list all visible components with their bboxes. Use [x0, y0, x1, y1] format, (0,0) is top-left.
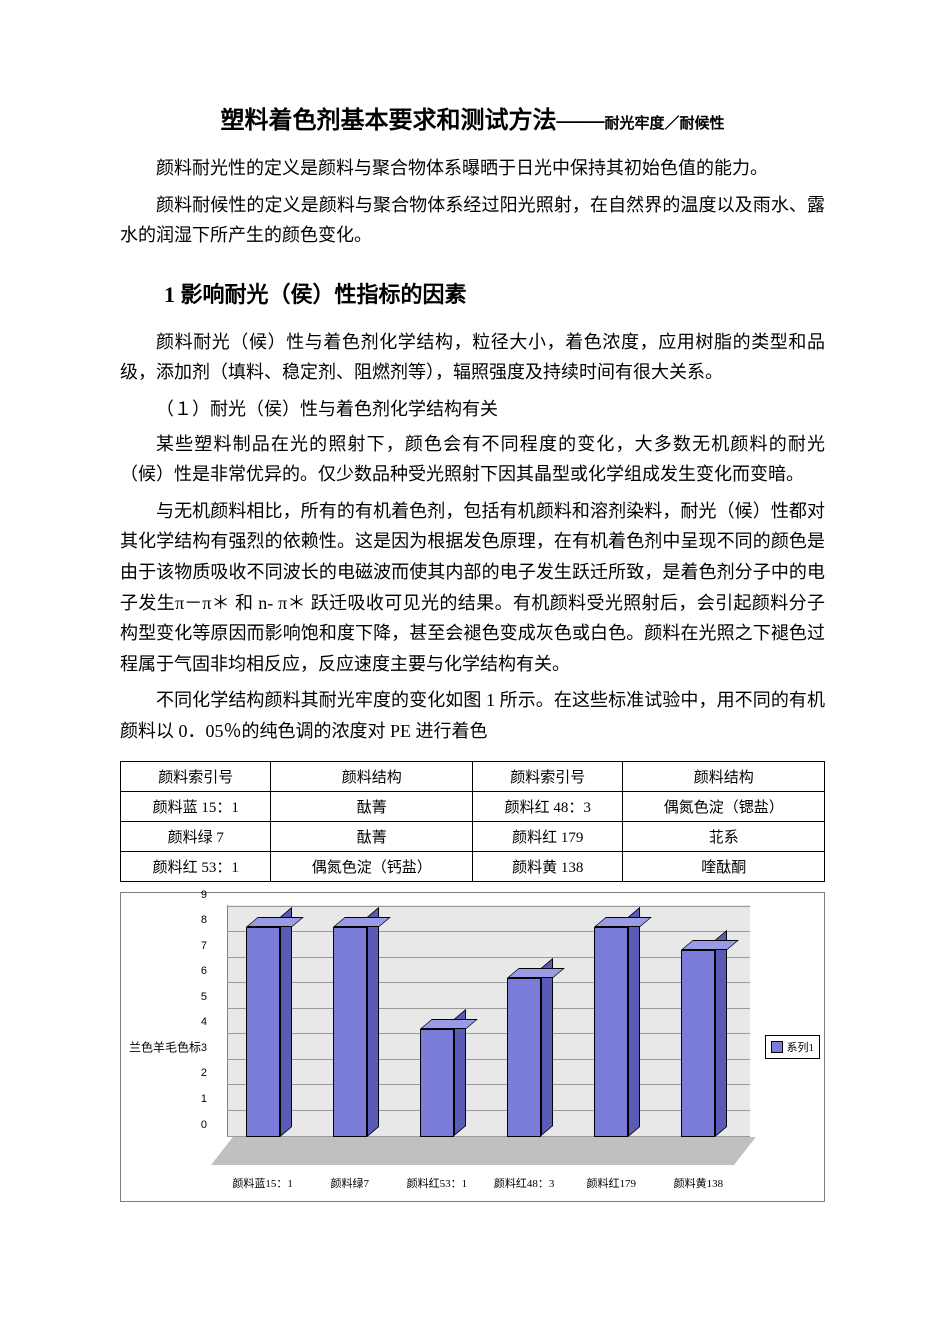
chart-plot-area: 0123456789颜料蓝15：1颜料绿7颜料红53：1颜料红48：3颜料红17…	[211, 907, 734, 1165]
chart-gridline	[227, 906, 750, 907]
table-header: 颜料结构	[271, 761, 473, 791]
chart-gridline	[227, 1110, 750, 1111]
table-row: 颜料绿 7 酞菁 颜料红 179 苝系	[121, 821, 825, 851]
bar-front	[333, 927, 367, 1137]
table-header: 颜料结构	[623, 761, 825, 791]
table-row: 颜料红 53：1 偶氮色淀（钙盐） 颜料黄 138 喹酞酮	[121, 851, 825, 881]
chart-x-category: 颜料红179	[587, 1175, 637, 1191]
chart-gridline	[227, 1059, 750, 1060]
title-separator: ——	[556, 108, 604, 134]
chart-y-tick: 9	[193, 889, 207, 901]
chart-x-category: 颜料红53：1	[407, 1175, 468, 1191]
bar-chart: 兰色羊毛色标 0123456789颜料蓝15：1颜料绿7颜料红53：1颜料红48…	[120, 892, 825, 1202]
chart-x-category: 颜料蓝15：1	[232, 1175, 293, 1191]
chart-y-tick: 6	[193, 965, 207, 977]
document-page: 塑料着色剂基本要求和测试方法——耐光牢度／耐候性 颜料耐光性的定义是颜料与聚合物…	[0, 0, 945, 1282]
chart-bar	[594, 927, 628, 1137]
chart-bar	[420, 1029, 454, 1136]
section-1-p2: 某些塑料制品在光的照射下，颜色会有不同程度的变化，大多数无机颜料的耐光（候）性是…	[120, 429, 825, 490]
table-cell: 颜料红 179	[472, 821, 622, 851]
chart-x-category: 颜料绿7	[331, 1175, 370, 1191]
table-cell: 酞菁	[271, 791, 473, 821]
chart-y-tick: 3	[193, 1042, 207, 1054]
bar-side	[628, 907, 640, 1137]
bar-front	[420, 1029, 454, 1136]
chart-gridline	[227, 982, 750, 983]
chart-x-category: 颜料黄138	[674, 1175, 724, 1191]
bar-side	[280, 907, 292, 1137]
chart-x-category: 颜料红48：3	[494, 1175, 555, 1191]
table-cell: 喹酞酮	[623, 851, 825, 881]
chart-bar	[681, 950, 715, 1137]
table-cell: 颜料红 48：3	[472, 791, 622, 821]
chart-gridline	[227, 1084, 750, 1085]
chart-y-tick: 2	[193, 1067, 207, 1079]
chart-y-tick: 7	[193, 940, 207, 952]
table-row: 颜料蓝 15：1 酞菁 颜料红 48：3 偶氮色淀（锶盐）	[121, 791, 825, 821]
chart-y-tick: 5	[193, 991, 207, 1003]
table-cell: 颜料绿 7	[121, 821, 271, 851]
table-cell: 酞菁	[271, 821, 473, 851]
section-1-p4: 不同化学结构颜料其耐光牢度的变化如图 1 所示。在这些标准试验中，用不同的有机颜…	[120, 685, 825, 746]
bar-front	[681, 950, 715, 1137]
section-1-p3: 与无机颜料相比，所有的有机着色剂，包括有机颜料和溶剂染料，耐光（候）性都对其化学…	[120, 496, 825, 680]
intro-paragraph-2: 颜料耐候性的定义是颜料与聚合物体系经过阳光照射，在自然界的温度以及雨水、露水的润…	[120, 190, 825, 251]
table-cell: 颜料红 53：1	[121, 851, 271, 881]
chart-floor	[211, 1137, 756, 1165]
chart-gridline	[227, 1008, 750, 1009]
chart-bar	[333, 927, 367, 1137]
section-1-sub1: （１）耐光（侯）性与着色剂化学结构有关	[120, 394, 825, 425]
bar-side	[541, 958, 553, 1137]
chart-y-tick: 4	[193, 1016, 207, 1028]
title-main: 塑料着色剂基本要求和测试方法	[220, 108, 556, 134]
chart-y-tick: 8	[193, 914, 207, 926]
chart-gridline	[227, 1136, 750, 1137]
chart-back-wall	[227, 905, 750, 1137]
chart-gridline	[227, 931, 750, 932]
bar-side	[367, 907, 379, 1137]
chart-y-axis-label: 兰色羊毛色标	[129, 1038, 201, 1055]
section-1-p1: 颜料耐光（候）性与着色剂化学结构，粒径大小，着色浓度，应用树脂的类型和品级，添加…	[120, 327, 825, 388]
table-cell: 颜料黄 138	[472, 851, 622, 881]
chart-bar	[246, 927, 280, 1137]
table-cell: 苝系	[623, 821, 825, 851]
table-header: 颜料索引号	[472, 761, 622, 791]
chart-y-tick: 0	[193, 1119, 207, 1131]
legend-swatch-icon	[771, 1041, 783, 1053]
bar-side	[715, 930, 727, 1137]
chart-legend: 系列1	[765, 1035, 821, 1059]
table-cell: 偶氮色淀（锶盐）	[623, 791, 825, 821]
table-header: 颜料索引号	[121, 761, 271, 791]
bar-front	[507, 978, 541, 1136]
table-cell: 偶氮色淀（钙盐）	[271, 851, 473, 881]
table-cell: 颜料蓝 15：1	[121, 791, 271, 821]
title-subtitle: 耐光牢度／耐候性	[604, 116, 724, 132]
chart-gridline	[227, 1033, 750, 1034]
document-title: 塑料着色剂基本要求和测试方法——耐光牢度／耐候性	[120, 100, 825, 135]
chart-bar	[507, 978, 541, 1136]
legend-label: 系列1	[787, 1039, 815, 1055]
bar-front	[246, 927, 280, 1137]
chart-y-tick: 1	[193, 1093, 207, 1105]
table-header-row: 颜料索引号 颜料结构 颜料索引号 颜料结构	[121, 761, 825, 791]
intro-paragraph-1: 颜料耐光性的定义是颜料与聚合物体系曝晒于日光中保持其初始色值的能力。	[120, 153, 825, 184]
pigment-table: 颜料索引号 颜料结构 颜料索引号 颜料结构 颜料蓝 15：1 酞菁 颜料红 48…	[120, 761, 825, 882]
bar-front	[594, 927, 628, 1137]
section-1-heading: 1 影响耐光（侯）性指标的因素	[120, 277, 825, 309]
chart-gridline	[227, 957, 750, 958]
